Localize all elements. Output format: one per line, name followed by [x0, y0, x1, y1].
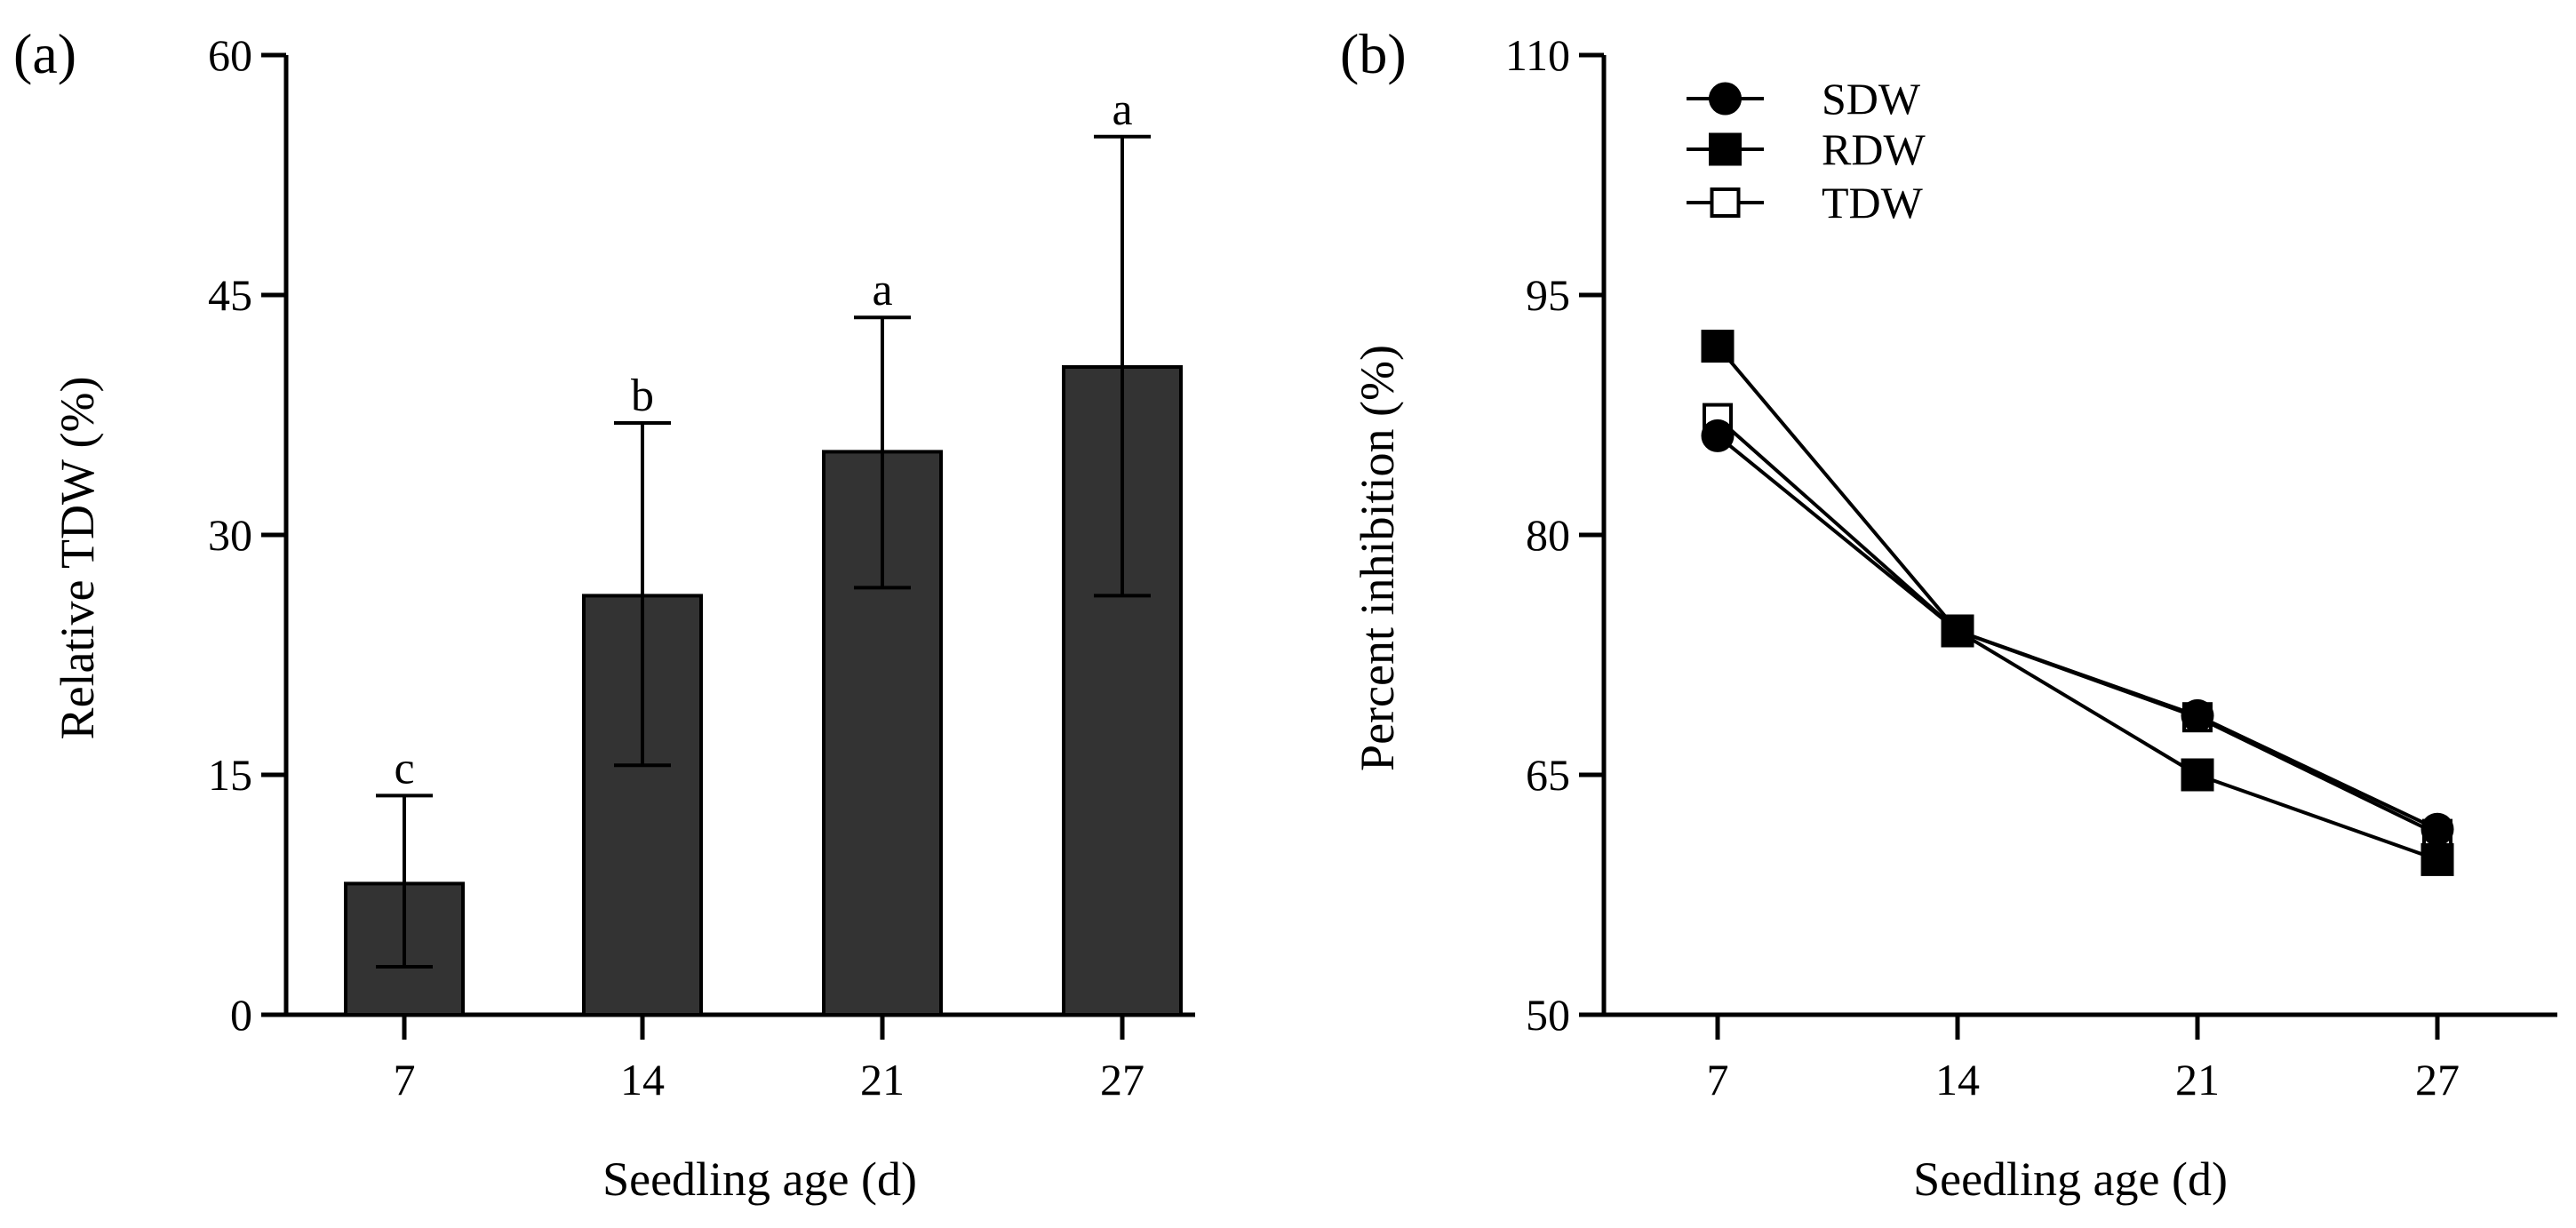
panel-b-x-axis-label: Seedling age (d) — [1913, 1152, 2228, 1206]
panel-b-x-tick-label: 14 — [1935, 1055, 1980, 1104]
panel-b-line-chart: (b) Percent inhibition (%) Seedling age … — [1340, 22, 2557, 1206]
panel-a-x-axis-label: Seedling age (d) — [602, 1152, 917, 1206]
panel-b-x-tick-label: 21 — [2175, 1055, 2220, 1104]
panel-b-legend-marker — [1710, 187, 1741, 218]
panel-b-series-line-rdw — [1716, 345, 2438, 862]
panel-a-y-tick-label: 60 — [208, 30, 252, 80]
panel-a-bar — [1062, 365, 1183, 1017]
panel-b-point-sdw — [1701, 419, 1735, 452]
panel-b-y-axis-label: Percent inhibition (%) — [1351, 345, 1404, 771]
panel-b-y-tick-label: 95 — [1526, 270, 1570, 320]
panel-b-legend-label: TDW — [1822, 178, 1924, 227]
panel-b-legend-entry-sdw: SDW — [1687, 74, 1921, 124]
panel-b-legend-entry-rdw: RDW — [1687, 124, 1926, 174]
panel-b-x-tick-label: 7 — [1707, 1055, 1729, 1104]
panel-b-point-rdw — [2420, 842, 2454, 876]
panel-a-y-axis-label: Relative TDW (%) — [51, 377, 104, 740]
panel-b-point-rdw — [2181, 758, 2214, 792]
panel-a-x-tick-label: 7 — [394, 1055, 416, 1104]
panel-b-point-sdw — [2181, 698, 2214, 732]
panel-a-y-tick-label: 0 — [230, 990, 252, 1040]
panel-a-x-tick-label: 27 — [1100, 1055, 1144, 1104]
panel-b-y-tick-label: 50 — [1526, 990, 1570, 1040]
panel-b-point-rdw — [1701, 330, 1735, 363]
panel-a-x-tick-label: 21 — [860, 1055, 905, 1104]
panel-b-legend-label: SDW — [1822, 74, 1921, 124]
panel-b-y-tick-label: 65 — [1526, 750, 1570, 800]
panel-b-legend-label: RDW — [1822, 124, 1926, 174]
panel-b-legend-entry-tdw: TDW — [1687, 178, 1924, 227]
panel-a-label: (a) — [13, 22, 76, 85]
panel-a-x-tick-label: 14 — [620, 1055, 665, 1104]
panel-a-y-tick-label: 30 — [208, 510, 252, 560]
panel-b-series-line-sdw — [1716, 434, 2438, 832]
panel-b-point-sdw — [1941, 614, 1974, 648]
panel-b-series-line-tdw — [1716, 417, 2438, 836]
panel-a-y-tick-label: 45 — [208, 270, 252, 320]
panel-b-legend-marker — [1709, 82, 1742, 116]
panel-b-y-tick-label: 110 — [1505, 30, 1570, 80]
panel-a-bar — [822, 450, 943, 1017]
panel-b-y-tick-label: 80 — [1526, 510, 1570, 560]
panel-a-y-tick-label: 15 — [208, 750, 252, 800]
panel-b-point-sdw — [2420, 812, 2454, 846]
panel-a-significance-label: a — [872, 265, 892, 315]
panel-a-significance-label: b — [631, 371, 654, 421]
panel-b-legend-marker — [1709, 132, 1742, 166]
panel-a-bar-chart: (a) Relative TDW (%) Seedling age (d) 0 1… — [13, 22, 1195, 1206]
panel-a-significance-label: c — [394, 743, 414, 793]
panel-a-significance-label: a — [1112, 84, 1132, 135]
panel-b-label: (b) — [1340, 22, 1407, 85]
panel-b-x-tick-label: 27 — [2415, 1055, 2460, 1104]
